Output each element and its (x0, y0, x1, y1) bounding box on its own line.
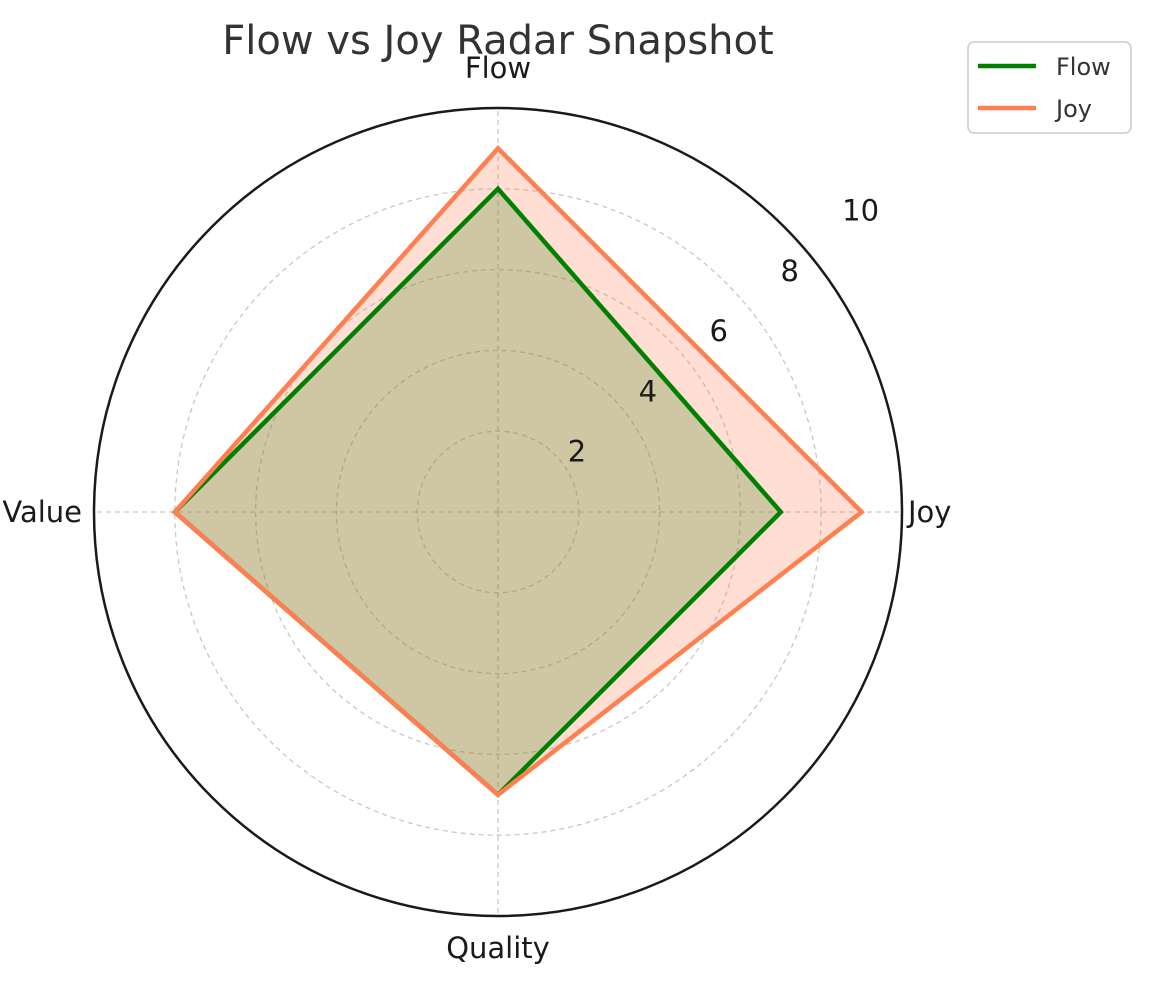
label-layer: Flow Joy Quality Value 2 4 6 8 10 (2, 51, 951, 965)
radial-tick-4: 4 (639, 374, 657, 408)
radial-tick-8: 8 (780, 254, 798, 288)
outer-frame (92, 106, 904, 918)
axis-label-flow: Flow (465, 51, 531, 85)
axis-label-joy: Joy (906, 495, 951, 529)
legend: Flow Joy (967, 41, 1132, 134)
series-line-joy (171, 145, 865, 798)
outer-layer (92, 106, 904, 918)
grid-circle-6 (254, 268, 742, 756)
legend-label-flow: Flow (1056, 53, 1111, 81)
grid-circle-4 (335, 349, 661, 675)
series-fill-joy (174, 148, 862, 795)
axis-label-value: Value (2, 495, 82, 529)
legend-label-joy: Joy (1054, 95, 1092, 123)
axis-label-quality: Quality (446, 931, 550, 965)
radial-tick-6: 6 (710, 314, 728, 348)
radial-tick-2: 2 (568, 435, 586, 469)
grid-circle-2 (416, 430, 580, 594)
chart-title: Flow vs Joy Radar Snapshot (222, 18, 773, 64)
series-layer (171, 145, 865, 798)
radial-tick-10: 10 (842, 194, 879, 228)
